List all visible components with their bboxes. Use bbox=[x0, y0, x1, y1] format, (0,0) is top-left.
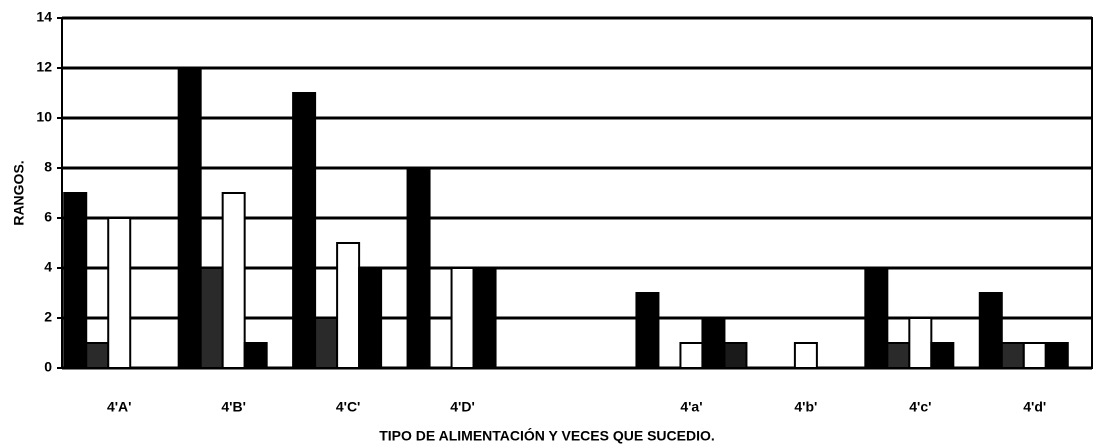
bar bbox=[199, 267, 224, 369]
y-tick-label: 4 bbox=[44, 259, 52, 275]
bar bbox=[85, 342, 110, 369]
bar bbox=[221, 192, 246, 369]
plot-border bbox=[61, 17, 1093, 369]
x-tick-label: 4'C' bbox=[336, 399, 361, 415]
x-tick-label: 4'b' bbox=[794, 399, 817, 415]
bar bbox=[908, 317, 933, 369]
bar bbox=[336, 242, 361, 369]
x-tick-label: 4'D' bbox=[450, 399, 475, 415]
bar bbox=[107, 217, 132, 369]
x-tick-label: 4'c' bbox=[909, 399, 931, 415]
bar bbox=[450, 267, 475, 369]
bar bbox=[1022, 342, 1047, 369]
bar bbox=[679, 342, 704, 369]
y-tick-label: 10 bbox=[36, 109, 52, 125]
bar bbox=[406, 167, 431, 369]
bar bbox=[63, 192, 88, 369]
bar bbox=[635, 292, 660, 369]
x-axis-title: TIPO DE ALIMENTACIÓN Y VECES QUE SUCEDIO… bbox=[379, 427, 715, 444]
y-tick-label: 14 bbox=[36, 9, 52, 25]
bar bbox=[314, 317, 339, 369]
y-tick-label: 2 bbox=[44, 309, 52, 325]
x-tick-label: 4'a' bbox=[680, 399, 702, 415]
y-tick-label: 8 bbox=[44, 159, 52, 175]
bar bbox=[930, 342, 955, 369]
x-tick-label: 4'B' bbox=[221, 399, 246, 415]
y-tick-label: 12 bbox=[36, 59, 52, 75]
x-tick-label: 4'd' bbox=[1023, 399, 1046, 415]
bar bbox=[177, 67, 202, 369]
bar bbox=[1044, 342, 1069, 369]
bar bbox=[472, 267, 497, 369]
bar bbox=[978, 292, 1003, 369]
bar bbox=[864, 267, 889, 369]
y-tick-label: 0 bbox=[44, 359, 52, 375]
x-tick-label: 4'A' bbox=[107, 399, 132, 415]
bar bbox=[1000, 342, 1025, 369]
y-axis-title: RANGOS. bbox=[11, 160, 27, 225]
bar bbox=[723, 342, 748, 369]
bar bbox=[243, 342, 268, 369]
bar bbox=[701, 317, 726, 369]
bar bbox=[358, 267, 383, 369]
bar bbox=[793, 342, 818, 369]
bar bbox=[292, 92, 317, 369]
y-tick-label: 6 bbox=[44, 209, 52, 225]
bar bbox=[886, 342, 911, 369]
